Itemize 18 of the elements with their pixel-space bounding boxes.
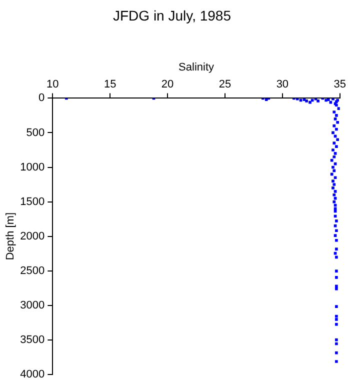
x-tick-label: 30 <box>276 78 289 91</box>
y-axis-title: Depth [m] <box>4 212 17 260</box>
x-tick-label: 15 <box>104 78 116 91</box>
y-tick-label: 3500 <box>20 334 45 346</box>
y-tick-label: 500 <box>26 126 45 139</box>
y-tick-label: 1000 <box>20 161 45 174</box>
y-tick-label: 4000 <box>20 368 45 380</box>
x-tick-label: 10 <box>46 78 59 91</box>
y-tick-label: 1500 <box>20 196 45 208</box>
x-tick-label: 25 <box>218 78 232 91</box>
chart-title: JFDG in July, 1985 <box>112 7 232 24</box>
x-tick-label: 20 <box>161 78 174 91</box>
y-tick-label: 2500 <box>20 264 45 277</box>
y-tick-label: 0 <box>38 92 45 104</box>
x-tick-label: 35 <box>334 78 346 91</box>
y-tick-label: 2000 <box>20 230 45 242</box>
y-tick-label: 3000 <box>20 299 45 312</box>
x-axis-title: Salinity <box>178 61 214 74</box>
